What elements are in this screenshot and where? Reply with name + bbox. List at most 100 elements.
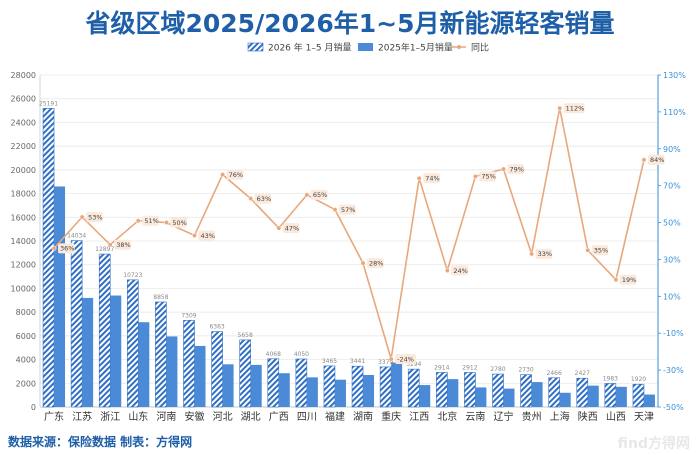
y-right-tick-label: 50% [663,219,681,228]
y-left-tick-label: 22000 [11,142,36,151]
x-category-label: 贵州 [522,410,542,423]
bar-2025 [475,387,487,407]
ratio-label-bg [86,212,103,223]
y-left-tick-label: 6000 [16,332,36,341]
bar-2025 [306,377,318,407]
bar-2026 [520,374,532,408]
y-right-tick-label: 70% [663,182,681,191]
ratio-point [192,233,197,238]
bar-2026 [492,373,504,408]
bar-2025 [447,379,459,407]
ratio-point [501,166,506,172]
ratio-point [444,268,450,273]
bar-2025 [54,186,66,407]
y-left-tick-label: 28000 [11,71,36,80]
bar-2026 [211,331,223,408]
ratio-label: 84% [650,156,664,164]
bar-2025 [615,386,627,407]
y-left-tick-label: 18000 [11,190,36,199]
bar-2026 [98,253,111,408]
bar-2026 [323,365,336,408]
ratio-label: 28% [369,259,383,267]
ratio-label-bg [395,354,416,365]
bar-2026 [155,301,167,408]
y-left-tick-label: 24000 [11,118,36,127]
ratio-label: 53% [88,213,102,221]
ratio-point [163,220,169,226]
y-right-tick-label: 30% [663,255,681,264]
ratio-label: 112% [566,105,585,113]
y-left-tick-label: 2000 [16,379,36,388]
bar-2026-value-label: 25191 [39,100,58,107]
bar-2025 [334,379,346,407]
ratio-label: 57% [341,206,355,214]
ratio-point [304,192,310,198]
ratio-point [416,175,422,181]
ratio-label-bg [198,230,216,241]
y-left-tick-label: 10000 [11,284,36,293]
y-left-tick-label: 12000 [11,261,36,270]
y-right-tick-label: -50% [663,403,684,412]
bar-2026-value-label: 2427 [575,370,590,377]
x-category-label: 江苏 [72,410,92,423]
bar-2025 [391,362,403,407]
ratio-label: 43% [201,232,215,240]
ratio-label-bg [254,193,272,204]
watermark: find方得网 [618,435,690,452]
bar-2026 [239,339,251,408]
bar-2026 [548,377,560,408]
ratio-point [79,214,85,220]
ratio-label-bg [310,189,328,200]
bar-2026-value-label: 5658 [238,332,253,339]
ratio-point [360,260,366,266]
ratio-point [51,245,57,251]
ratio-point [276,225,282,231]
bar-2026-value-label: 2912 [462,364,477,371]
ratio-label: 51% [144,217,158,225]
x-category-label: 云南 [465,410,485,423]
bar-2025 [531,382,543,407]
bar-2025 [194,345,206,407]
bar-2026 [436,372,448,408]
x-category-label: 陕西 [578,410,598,423]
bar-2025 [559,392,571,407]
y-right-tick-label: -10% [663,329,684,338]
ratio-label-bg [367,258,384,269]
y-left-tick-label: 16000 [11,213,36,222]
bar-2025 [419,385,431,407]
y-right-tick-label: 90% [663,145,681,154]
bar-2026 [407,368,420,408]
ratio-label-bg [58,243,75,254]
y-left-tick-label: 4000 [16,356,36,365]
ratio-label: 74% [425,175,439,183]
x-category-label: 湖北 [241,411,261,423]
x-category-label: 重庆 [381,410,401,423]
ratio-label-bg [423,173,440,184]
ratio-label-bg [451,265,468,276]
ratio-point [557,105,563,111]
bar-2026-value-label: 1920 [631,376,646,383]
legend-label-2025: 2025年1–5月销量 [378,42,453,54]
ratio-label-bg [647,154,665,165]
ratio-line: 36% 53% 38% 51% 50% 43% 76% 63% 47% 65% 57% 28% -24%… [51,103,665,365]
ratio-label-bg [282,223,300,234]
bar-2026-value-label: 14034 [67,233,86,240]
y-axis-right: -50% -30% -10% 10% 30% 50% 70% 90% 110% 130% [657,71,686,412]
ratio-label: 63% [257,195,271,203]
y-left-tick-label: 20000 [11,166,36,175]
chart-title: 省级区域2025/2026年1~5月新能源轻客销量 [84,9,614,38]
ratio-point [220,172,226,178]
bar-2026 [576,377,589,408]
legend-label-2026: 2026 年 1–5 月销量 [268,42,351,54]
bar-2026 [183,320,195,408]
bar-2026-value-label: 3465 [322,358,337,365]
bar-2026-value-label: 10723 [123,272,142,279]
bar-2026 [632,383,645,408]
ratio-label: 65% [313,191,327,199]
bar-2025 [166,336,178,407]
ratio-label-bg [114,239,131,250]
ratio-point [248,196,254,202]
ratio-label-bg [535,248,553,259]
legend-marker-ratio [457,45,461,49]
